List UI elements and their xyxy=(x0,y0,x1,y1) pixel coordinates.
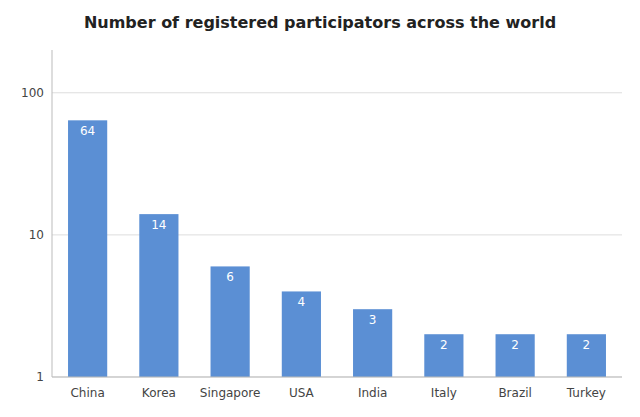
data-label: 2 xyxy=(583,338,591,352)
grid xyxy=(52,93,622,377)
data-label: 64 xyxy=(80,124,95,138)
bar xyxy=(282,291,321,377)
data-label: 2 xyxy=(440,338,448,352)
grid-line xyxy=(52,92,622,93)
y-axis-line xyxy=(52,50,53,377)
y-tick-label: 1 xyxy=(36,370,44,384)
bar xyxy=(211,266,250,377)
chart-container: Number of registered participators acros… xyxy=(0,0,640,417)
x-tick-label: Korea xyxy=(142,386,176,400)
data-label: 6 xyxy=(226,270,234,284)
x-tick-label: Italy xyxy=(431,386,457,400)
title: Number of registered participators acros… xyxy=(84,13,556,32)
data-label: 4 xyxy=(298,295,306,309)
y-tick-label: 100 xyxy=(21,86,44,100)
bar xyxy=(353,309,392,377)
bar xyxy=(567,334,606,377)
grid-line xyxy=(52,377,622,378)
bar xyxy=(68,120,107,377)
x-tick-label: USA xyxy=(289,386,315,400)
bars xyxy=(68,120,606,377)
bar xyxy=(496,334,535,377)
grid-line xyxy=(52,234,622,235)
bar xyxy=(424,334,463,377)
y-tick-label: 10 xyxy=(29,228,44,242)
x-tick-label: Turkey xyxy=(566,386,606,400)
chart-svg: Number of registered participators acros… xyxy=(0,0,640,417)
x-tick-label: Singapore xyxy=(200,386,261,400)
data-label: 3 xyxy=(369,313,377,327)
data-label: 14 xyxy=(151,218,166,232)
x-axis-line xyxy=(52,377,622,378)
x-tick-label: China xyxy=(70,386,104,400)
bar xyxy=(139,214,178,377)
data-label: 2 xyxy=(511,338,519,352)
x-tick-label: Brazil xyxy=(498,386,532,400)
x-tick-label: India xyxy=(358,386,387,400)
